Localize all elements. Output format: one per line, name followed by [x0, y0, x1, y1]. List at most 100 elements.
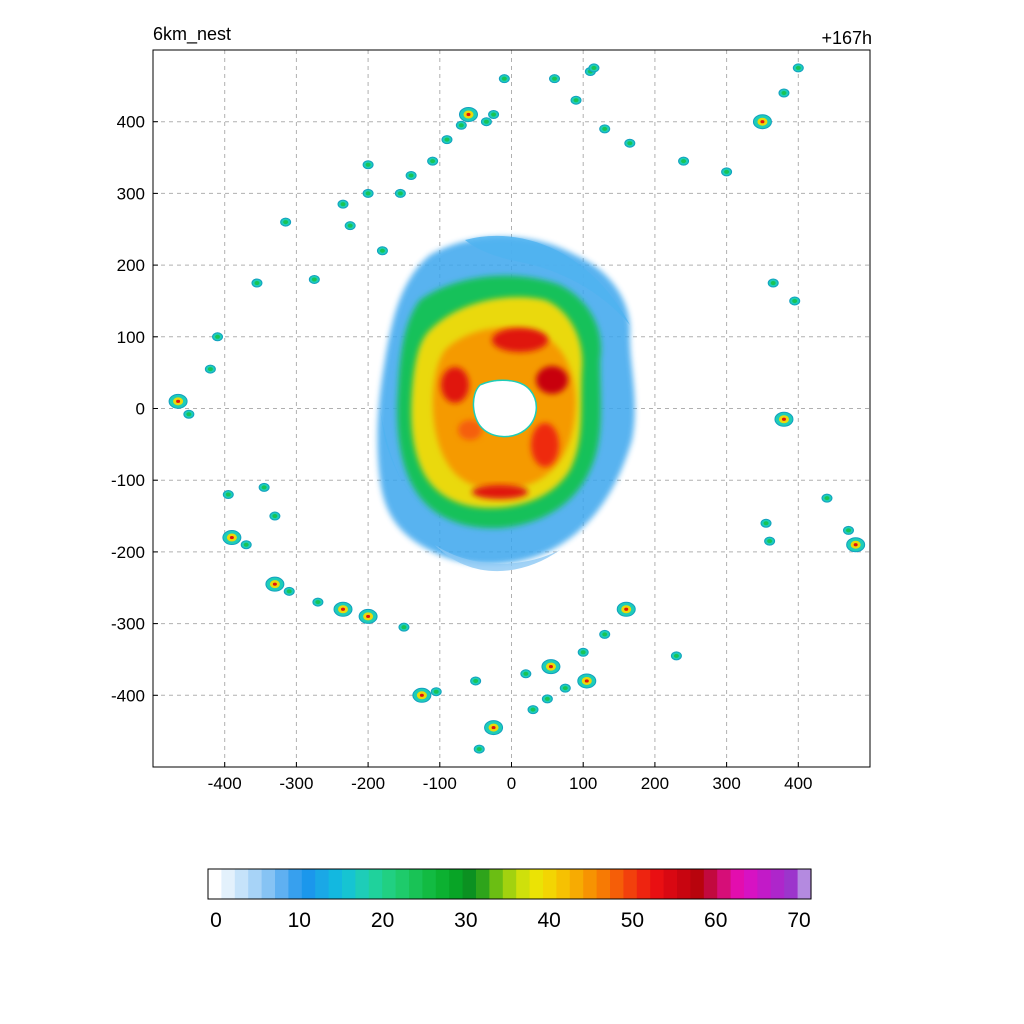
convective-cell — [520, 669, 532, 679]
rain-band-tail-north — [465, 235, 630, 325]
y-axis-ticks: 400 300 200 100 0 -100 -200 -300 -400 — [111, 113, 158, 705]
x-axis-ticks: -400 -300 -200 -100 0 100 200 300 400 — [208, 762, 812, 793]
colorbar — [207, 868, 812, 900]
convective-cell — [624, 138, 636, 148]
convective-cell — [405, 170, 417, 180]
rain-band-tail-south — [435, 545, 560, 572]
convective-cell — [767, 278, 779, 288]
reflectivity-field — [168, 63, 866, 754]
hurricane-eye — [472, 379, 537, 438]
convective-cell — [778, 88, 790, 98]
colorbar-swatch — [757, 869, 772, 899]
convective-cell — [358, 608, 378, 624]
colorbar-tick-label: 70 — [787, 909, 810, 932]
colorbar-swatch — [529, 869, 544, 899]
colorbar-swatch — [382, 869, 397, 899]
colorbar-swatch — [261, 869, 276, 899]
convective-cell — [376, 246, 388, 256]
convective-cell — [541, 694, 553, 704]
title-left: 6km_nest — [153, 24, 231, 45]
convective-cell — [362, 188, 374, 198]
x-tick-label: 400 — [784, 774, 812, 793]
convective-cell — [333, 601, 353, 617]
convective-cell — [599, 629, 611, 639]
colorbar-swatch — [636, 869, 651, 899]
colorbar-swatch — [516, 869, 531, 899]
colorbar-tick-label: 30 — [454, 909, 477, 932]
convective-cell — [222, 530, 242, 546]
eyewall-red-south — [472, 485, 528, 499]
colorbar-swatch — [717, 869, 732, 899]
convective-cell — [430, 687, 442, 697]
colorbar-swatch — [650, 869, 665, 899]
convective-cell — [792, 63, 804, 73]
convective-cell — [588, 63, 600, 73]
colorbar-swatch — [610, 869, 624, 899]
colorbar-swatch — [543, 869, 557, 899]
colorbar-swatch — [556, 869, 571, 899]
y-tick-label: -200 — [111, 543, 145, 562]
colorbar-swatch — [355, 869, 370, 899]
convective-cell — [670, 651, 682, 661]
convective-cell — [498, 74, 510, 84]
colorbar-swatch — [784, 869, 799, 899]
eyewall-red-north — [492, 328, 548, 352]
colorbar-swatch — [677, 869, 691, 899]
convective-cell — [265, 576, 285, 592]
y-tick-label: -100 — [111, 471, 145, 490]
colorbar-tick-label: 20 — [371, 909, 394, 932]
eyewall-red-east — [536, 366, 568, 394]
colorbar-swatch — [770, 869, 785, 899]
convective-cell — [527, 705, 539, 715]
convective-cell — [488, 110, 500, 120]
convective-cell — [616, 601, 636, 617]
colorbar-swatch — [703, 869, 718, 899]
outer-convective-cells — [168, 63, 866, 754]
title-right: +167h — [821, 28, 872, 48]
convective-cell — [283, 586, 295, 596]
colorbar-swatch — [730, 869, 745, 899]
convective-cell — [774, 411, 794, 427]
convective-cell — [821, 493, 833, 503]
x-tick-label: 200 — [641, 774, 669, 793]
convective-cell — [258, 482, 270, 492]
convective-cell — [480, 117, 492, 127]
colorbar-swatch — [596, 869, 611, 899]
convective-cell — [212, 332, 224, 342]
colorbar-swatch — [395, 869, 410, 899]
convective-cell — [251, 278, 263, 288]
convective-cell — [760, 518, 772, 528]
convective-cell — [764, 536, 776, 546]
colorbar-swatch — [409, 869, 423, 899]
convective-cell — [577, 673, 597, 689]
colorbar-swatch — [449, 869, 464, 899]
convective-cell — [846, 537, 866, 553]
y-tick-label: 0 — [136, 400, 145, 419]
colorbar-swatch — [435, 869, 450, 899]
convective-cell — [599, 124, 611, 134]
convective-cell — [269, 511, 281, 521]
colorbar-swatch — [583, 869, 598, 899]
colorbar-tick-label: 10 — [288, 909, 311, 932]
convective-cell — [484, 720, 504, 736]
colorbar-swatch — [476, 869, 490, 899]
convective-cell — [183, 409, 195, 419]
convective-cell — [470, 676, 482, 686]
colorbar-swatch — [489, 869, 504, 899]
convective-cell — [312, 597, 324, 607]
convective-cell — [412, 687, 432, 703]
colorbar-swatch — [569, 869, 584, 899]
y-tick-label: 200 — [117, 256, 145, 275]
y-tick-label: -300 — [111, 615, 145, 634]
colorbar-swatch — [663, 869, 678, 899]
convective-cell — [240, 540, 252, 550]
convective-cell — [473, 744, 485, 754]
colorbar-swatch — [690, 869, 705, 899]
colorbar-swatch — [208, 869, 222, 899]
colorbar-tick-label: 40 — [537, 909, 560, 932]
convective-cell — [344, 221, 356, 231]
colorbar-swatch — [221, 869, 236, 899]
x-tick-label: -200 — [351, 774, 385, 793]
y-tick-label: -400 — [111, 686, 145, 705]
convective-cell — [280, 217, 292, 227]
